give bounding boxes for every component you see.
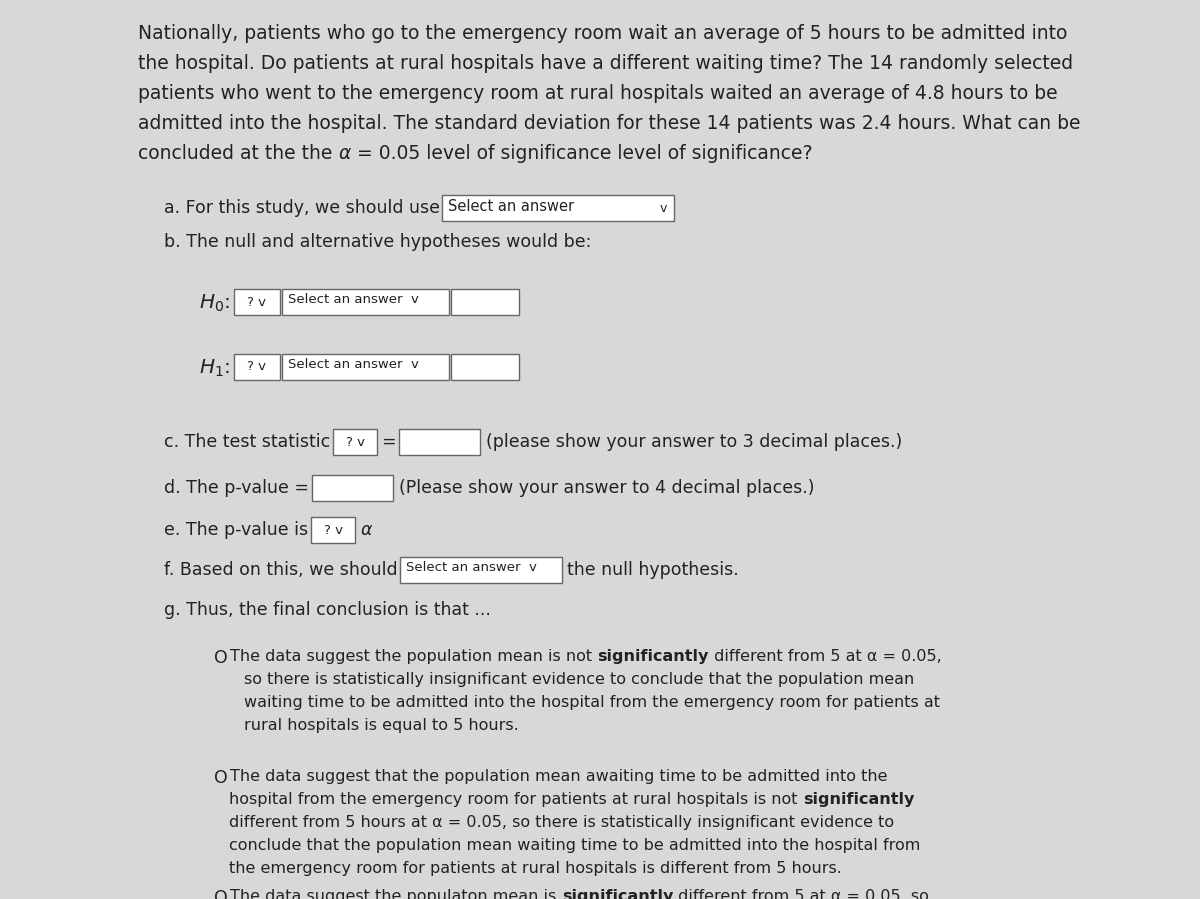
- Text: patients who went to the emergency room at rural hospitals waited an average of : patients who went to the emergency room …: [138, 84, 1058, 103]
- Text: The data suggest the population mean is not: The data suggest the population mean is …: [230, 649, 598, 664]
- Bar: [282, 289, 449, 315]
- Text: ? v: ? v: [247, 360, 266, 373]
- Text: hospital from the emergency room for patients at rural hospitals is not: hospital from the emergency room for pat…: [229, 792, 803, 807]
- Text: =: =: [382, 433, 396, 451]
- Bar: [400, 429, 480, 455]
- Text: = 0.05 level of significance level of significance?: = 0.05 level of significance level of si…: [352, 144, 812, 163]
- Text: The data suggest that the population mean awaiting time to be admitted into the: The data suggest that the population mea…: [230, 769, 888, 784]
- Text: O: O: [214, 769, 228, 787]
- Text: concluded at the the: concluded at the the: [138, 144, 338, 163]
- Text: Select an answer  v: Select an answer v: [407, 561, 538, 574]
- Text: different from 5 at α = 0.05,: different from 5 at α = 0.05,: [709, 649, 942, 664]
- Text: α: α: [360, 521, 372, 539]
- Text: f. Based on this, we should: f. Based on this, we should: [163, 561, 397, 579]
- Text: Select an answer  v: Select an answer v: [288, 358, 419, 371]
- Text: significantly: significantly: [598, 649, 709, 664]
- Text: ? v: ? v: [346, 435, 365, 449]
- Text: a. For this study, we should use: a. For this study, we should use: [163, 199, 439, 217]
- Text: significantly: significantly: [803, 792, 914, 807]
- Bar: [332, 429, 377, 455]
- Text: conclude that the population mean waiting time to be admitted into the hospital : conclude that the population mean waitin…: [229, 838, 920, 853]
- Text: Select an answer: Select an answer: [448, 199, 574, 214]
- Bar: [401, 557, 562, 583]
- Text: (please show your answer to 3 decimal places.): (please show your answer to 3 decimal pl…: [486, 433, 902, 451]
- Text: the hospital. Do patients at rural hospitals have a different waiting time? The : the hospital. Do patients at rural hospi…: [138, 54, 1074, 73]
- Text: α: α: [338, 144, 352, 163]
- Text: significantly: significantly: [562, 889, 673, 899]
- Text: the null hypothesis.: the null hypothesis.: [568, 561, 739, 579]
- Text: g. Thus, the final conclusion is that ...: g. Thus, the final conclusion is that ..…: [163, 601, 491, 619]
- Text: admitted into the hospital. The standard deviation for these 14 patients was 2.4: admitted into the hospital. The standard…: [138, 114, 1081, 133]
- Text: Nationally, patients who go to the emergency room wait an average of 5 hours to : Nationally, patients who go to the emerg…: [138, 24, 1068, 43]
- Text: (Please show your answer to 4 decimal places.): (Please show your answer to 4 decimal pl…: [398, 479, 814, 497]
- Text: the emergency room for patients at rural hospitals is different from 5 hours.: the emergency room for patients at rural…: [229, 861, 842, 876]
- Text: $H_0$:: $H_0$:: [199, 293, 230, 315]
- Text: O: O: [214, 649, 228, 667]
- Text: v: v: [660, 201, 667, 215]
- Text: $H_1$:: $H_1$:: [199, 358, 230, 379]
- Bar: [312, 475, 392, 501]
- Bar: [450, 289, 520, 315]
- Text: ? v: ? v: [324, 523, 342, 537]
- Bar: [234, 289, 280, 315]
- Text: O: O: [214, 889, 228, 899]
- Text: Select an answer  v: Select an answer v: [288, 293, 419, 306]
- Text: rural hospitals is equal to 5 hours.: rural hospitals is equal to 5 hours.: [245, 718, 520, 733]
- Bar: [234, 354, 280, 380]
- Text: waiting time to be admitted into the hospital from the emergency room for patien: waiting time to be admitted into the hos…: [245, 695, 941, 710]
- Text: The data suggest the populaton mean is: The data suggest the populaton mean is: [230, 889, 562, 899]
- Text: different from 5 at α = 0.05, so: different from 5 at α = 0.05, so: [673, 889, 929, 899]
- Text: b. The null and alternative hypotheses would be:: b. The null and alternative hypotheses w…: [163, 233, 590, 251]
- Text: so there is statistically insignificant evidence to conclude that the population: so there is statistically insignificant …: [245, 672, 914, 687]
- Bar: [311, 517, 355, 543]
- Bar: [450, 354, 520, 380]
- Bar: [282, 354, 449, 380]
- Text: ? v: ? v: [247, 296, 266, 308]
- Text: c. The test statistic: c. The test statistic: [163, 433, 330, 451]
- Text: d. The p-value =: d. The p-value =: [163, 479, 308, 497]
- Text: different from 5 hours at α = 0.05, so there is statistically insignificant evid: different from 5 hours at α = 0.05, so t…: [229, 815, 894, 830]
- Text: e. The p-value is: e. The p-value is: [163, 521, 307, 539]
- Bar: [442, 195, 674, 221]
